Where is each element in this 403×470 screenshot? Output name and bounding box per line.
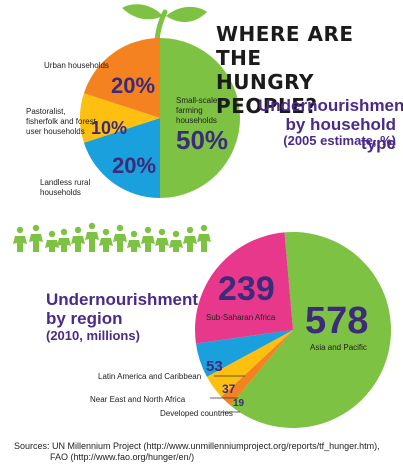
- person-icon: [113, 224, 127, 252]
- pie-region: [194, 231, 392, 429]
- person-icon: [169, 230, 183, 252]
- label-asia: Asia and Pacific: [310, 343, 367, 352]
- person-icon: [85, 222, 99, 252]
- region-slice-1: [221, 330, 293, 406]
- value-near-east: 37: [222, 382, 236, 396]
- label-urban: Urban households: [44, 61, 109, 70]
- chart1-subtitle: (2005 estimate, %): [283, 133, 396, 148]
- household-slice-2: [80, 93, 160, 143]
- value-urban: 20%: [111, 73, 156, 98]
- label-near-east: Near East and North Africa: [90, 395, 186, 404]
- page-title: WHERE ARE THE HUNGRY PEOPLE?: [216, 22, 403, 118]
- label-latin-america: Latin America and Caribbean: [98, 372, 202, 381]
- household-slice-1: [83, 118, 160, 198]
- leader-lines: [210, 375, 245, 413]
- household-slice-3: [83, 38, 160, 118]
- chart1-title: Undernourishment by household type: [258, 96, 403, 153]
- title-line-2: HUNGRY PEOPLE?: [216, 70, 318, 118]
- label-landless: Landless rural households: [40, 178, 91, 197]
- person-icon: [127, 230, 141, 252]
- household-slice-0: [160, 38, 240, 198]
- sources-line-2: FAO (http://www.fao.org/hunger/en/): [50, 452, 195, 462]
- label-developed: Developed countries: [160, 409, 233, 418]
- value-developed: 19: [233, 398, 245, 409]
- value-sub-saharan: 239: [218, 270, 275, 308]
- value-latin-america: 53: [206, 358, 223, 375]
- person-icon: [197, 224, 211, 252]
- person-icon: [99, 228, 113, 252]
- region-slice-4: [194, 232, 293, 344]
- value-small-scale: 50%: [176, 125, 229, 155]
- value-asia: 578: [305, 300, 369, 342]
- value-landless: 20%: [112, 153, 157, 178]
- region-slice-2: [206, 330, 293, 397]
- person-icon: [183, 226, 197, 252]
- label-sub-saharan: Sub-Saharan Africa: [206, 313, 276, 322]
- label-pastoralist: Pastoralist, fisherfolk and forest user …: [26, 107, 96, 136]
- pie-household-type: [80, 38, 240, 198]
- chart2-subtitle: (2010, millions): [46, 328, 140, 343]
- people-row-icon: [13, 222, 211, 252]
- person-icon: [141, 226, 155, 252]
- sources-note: Sources: UN Millennium Project (http://w…: [14, 441, 399, 463]
- person-icon: [71, 226, 85, 252]
- person-icon: [45, 230, 59, 252]
- sprout-icon: [122, 4, 207, 43]
- person-icon: [57, 228, 71, 252]
- sources-line-1: Sources: UN Millennium Project (http://w…: [14, 441, 380, 451]
- person-icon: [155, 228, 169, 252]
- person-icon: [29, 224, 43, 252]
- region-slice-3: [195, 330, 293, 377]
- title-line-1: WHERE ARE THE: [216, 22, 354, 70]
- person-icon: [13, 226, 27, 252]
- label-small-scale: Small-scale farming households: [176, 96, 218, 125]
- region-slice-0: [230, 231, 392, 429]
- value-pastoralist: 10%: [91, 118, 128, 138]
- chart2-title: Undernourishment by region: [46, 290, 199, 328]
